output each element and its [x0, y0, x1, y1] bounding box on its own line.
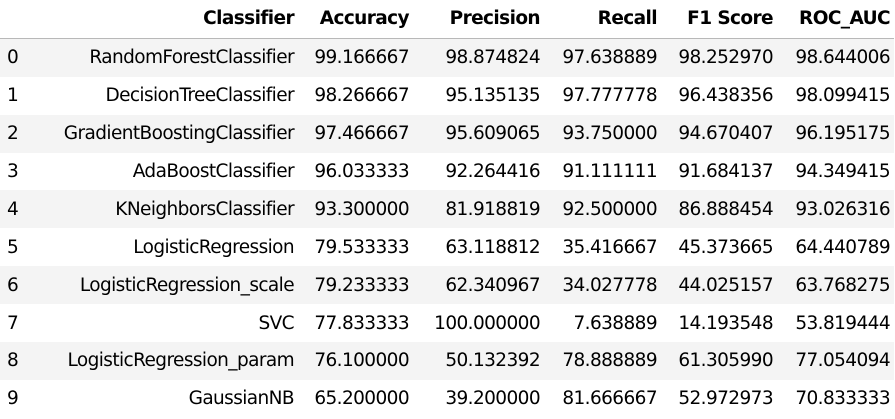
- table-header: Classifier Accuracy Precision Recall F1 …: [0, 0, 894, 39]
- row-index: 6: [7, 274, 19, 296]
- accuracy-cell: 97.466667: [314, 123, 409, 145]
- table-row: 4 KNeighborsClassifier 93.300000 81.9188…: [0, 190, 894, 229]
- recall-cell: 97.777778: [562, 85, 657, 107]
- f1-score-cell: 94.670407: [678, 123, 773, 145]
- recall-cell: 35.416667: [562, 236, 657, 258]
- recall-cell: 91.111111: [562, 161, 657, 182]
- index-header: [0, 0, 30, 39]
- classifier-cell: GradientBoostingClassifier: [63, 123, 295, 145]
- column-header-accuracy: Accuracy: [298, 0, 413, 39]
- roc-auc-cell: 98.099415: [795, 85, 890, 107]
- classifier-cell: SVC: [258, 312, 294, 334]
- classifier-cell: KNeighborsClassifier: [115, 198, 294, 220]
- column-header-recall: Recall: [544, 0, 661, 39]
- table-row: 8 LogisticRegression_param 76.100000 50.…: [0, 342, 894, 380]
- classifier-cell: LogisticRegression_param: [67, 350, 295, 372]
- recall-cell: 93.750000: [562, 123, 657, 145]
- table-row: 9 GaussianNB 65.200000 39.200000 81.6666…: [0, 379, 894, 418]
- roc-auc-cell: 93.026316: [795, 198, 890, 220]
- f1-score-cell: 52.972973: [678, 388, 773, 410]
- roc-auc-cell: 96.195175: [795, 123, 890, 145]
- classifier-cell: DecisionTreeClassifier: [105, 85, 294, 107]
- precision-cell: 63.118812: [445, 236, 540, 258]
- recall-cell: 92.500000: [562, 198, 657, 220]
- recall-cell: 97.638889: [562, 47, 657, 69]
- f1-score-cell: 44.025157: [678, 274, 773, 296]
- roc-auc-cell: 70.833333: [795, 388, 890, 410]
- table-row: 2 GradientBoostingClassifier 97.466667 9…: [0, 114, 894, 153]
- row-index: 3: [7, 161, 19, 182]
- table-row: 7 SVC 77.833333 100.000000 7.638889 14.1…: [0, 304, 894, 343]
- row-index: 7: [7, 312, 19, 334]
- table-body: 0 RandomForestClassifier 99.166667 98.87…: [0, 38, 894, 418]
- recall-cell: 81.666667: [562, 388, 657, 410]
- column-header-f1-score: F1 Score: [661, 0, 777, 39]
- f1-score-cell: 91.684137: [678, 161, 773, 182]
- table-row: 1 DecisionTreeClassifier 98.266667 95.13…: [0, 76, 894, 115]
- classifier-cell: AdaBoostClassifier: [132, 161, 295, 182]
- accuracy-cell: 79.233333: [314, 274, 409, 296]
- recall-cell: 7.638889: [573, 312, 658, 334]
- classifier-cell: GaussianNB: [188, 388, 295, 410]
- accuracy-cell: 77.833333: [314, 312, 409, 334]
- precision-cell: 62.340967: [445, 274, 540, 296]
- roc-auc-cell: 63.768275: [795, 274, 890, 296]
- classifier-cell: LogisticRegression: [133, 236, 294, 258]
- table-row: 0 RandomForestClassifier 99.166667 98.87…: [0, 38, 894, 77]
- row-index: 8: [7, 350, 19, 372]
- roc-auc-cell: 77.054094: [795, 350, 890, 372]
- precision-cell: 95.135135: [445, 85, 540, 107]
- accuracy-cell: 99.166667: [314, 47, 409, 69]
- table-row: 3 AdaBoostClassifier 96.033333 92.264416…: [0, 152, 894, 191]
- row-index: 1: [7, 85, 19, 107]
- f1-score-cell: 45.373665: [678, 236, 773, 258]
- row-index: 2: [7, 123, 19, 145]
- row-index: 9: [7, 388, 19, 410]
- header-row: Classifier Accuracy Precision Recall F1 …: [0, 0, 894, 39]
- recall-cell: 34.027778: [562, 274, 657, 296]
- classifier-cell: LogisticRegression_scale: [79, 274, 295, 296]
- accuracy-cell: 76.100000: [314, 350, 409, 372]
- f1-score-cell: 61.305990: [678, 350, 773, 372]
- classifier-cell: RandomForestClassifier: [89, 47, 294, 69]
- precision-cell: 98.874824: [445, 47, 540, 69]
- accuracy-cell: 79.533333: [314, 236, 409, 258]
- column-header-roc-auc: ROC_AUC: [777, 0, 894, 39]
- table-row: 6 LogisticRegression_scale 79.233333 62.…: [0, 266, 894, 305]
- roc-auc-cell: 98.644006: [795, 47, 890, 69]
- accuracy-cell: 98.266667: [314, 85, 409, 107]
- accuracy-cell: 65.200000: [314, 388, 409, 410]
- precision-cell: 95.609065: [445, 123, 540, 145]
- row-index: 4: [7, 198, 19, 220]
- column-header-classifier: Classifier: [30, 0, 298, 39]
- roc-auc-cell: 64.440789: [795, 236, 890, 258]
- row-index: 5: [7, 236, 19, 258]
- roc-auc-cell: 53.819444: [795, 312, 890, 334]
- precision-cell: 100.000000: [434, 312, 540, 334]
- precision-cell: 92.264416: [445, 161, 540, 182]
- table-row: 5 LogisticRegression 79.533333 63.118812…: [0, 228, 894, 267]
- precision-cell: 50.132392: [445, 350, 540, 372]
- f1-score-cell: 14.193548: [678, 312, 773, 334]
- precision-cell: 81.918819: [445, 198, 540, 220]
- accuracy-cell: 93.300000: [314, 198, 409, 220]
- column-header-precision: Precision: [413, 0, 544, 39]
- f1-score-cell: 98.252970: [678, 47, 773, 69]
- f1-score-cell: 96.438356: [678, 85, 773, 107]
- recall-cell: 78.888889: [562, 350, 657, 372]
- f1-score-cell: 86.888454: [678, 198, 773, 220]
- roc-auc-cell: 94.349415: [795, 161, 890, 182]
- accuracy-cell: 96.033333: [314, 161, 409, 182]
- row-index: 0: [7, 47, 19, 69]
- precision-cell: 39.200000: [445, 388, 540, 410]
